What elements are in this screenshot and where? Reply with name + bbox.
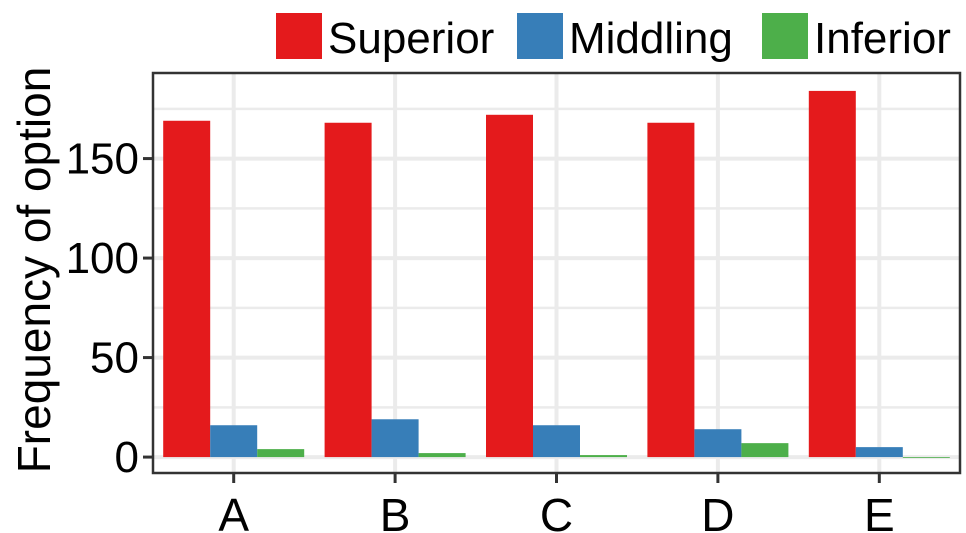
x-tick-label: B: [380, 489, 411, 533]
legend-key-superior: [276, 13, 322, 59]
x-tick-label: A: [218, 489, 249, 533]
bar-superior-c: [486, 115, 533, 457]
bar-superior-b: [325, 123, 372, 457]
bar-superior-a: [163, 121, 210, 457]
legend-key-inferior: [762, 13, 808, 59]
bar-middling-c: [533, 425, 580, 457]
x-axis: A B C D E: [218, 473, 894, 533]
y-tick-label: 50: [90, 334, 139, 383]
bar-middling-e: [856, 447, 903, 457]
y-axis: 0 50 100 150: [66, 135, 153, 483]
y-tick-label: 150: [66, 135, 139, 184]
legend-label-inferior: Inferior: [814, 14, 951, 63]
bar-inferior-b: [419, 453, 466, 457]
x-tick-label: C: [540, 489, 573, 533]
x-tick-label: D: [701, 489, 734, 533]
y-tick-label: 100: [66, 234, 139, 283]
legend-label-superior: Superior: [328, 14, 494, 63]
bar-inferior-a: [257, 449, 304, 457]
legend-key-middling: [517, 13, 563, 59]
bar-inferior-c: [580, 455, 627, 457]
bar-inferior-d: [741, 443, 788, 457]
bar-superior-d: [647, 123, 694, 457]
bar-middling-d: [694, 429, 741, 457]
x-tick-label: E: [864, 489, 895, 533]
y-tick-label: 0: [115, 433, 139, 482]
bar-middling-a: [210, 425, 257, 457]
legend-label-middling: Middling: [569, 14, 733, 63]
bar-inferior-e: [903, 457, 950, 458]
y-axis-label: Frequency of option: [8, 67, 60, 474]
legend: Superior Middling Inferior: [276, 13, 951, 63]
bar-superior-e: [809, 91, 856, 457]
bar-middling-b: [372, 419, 419, 457]
